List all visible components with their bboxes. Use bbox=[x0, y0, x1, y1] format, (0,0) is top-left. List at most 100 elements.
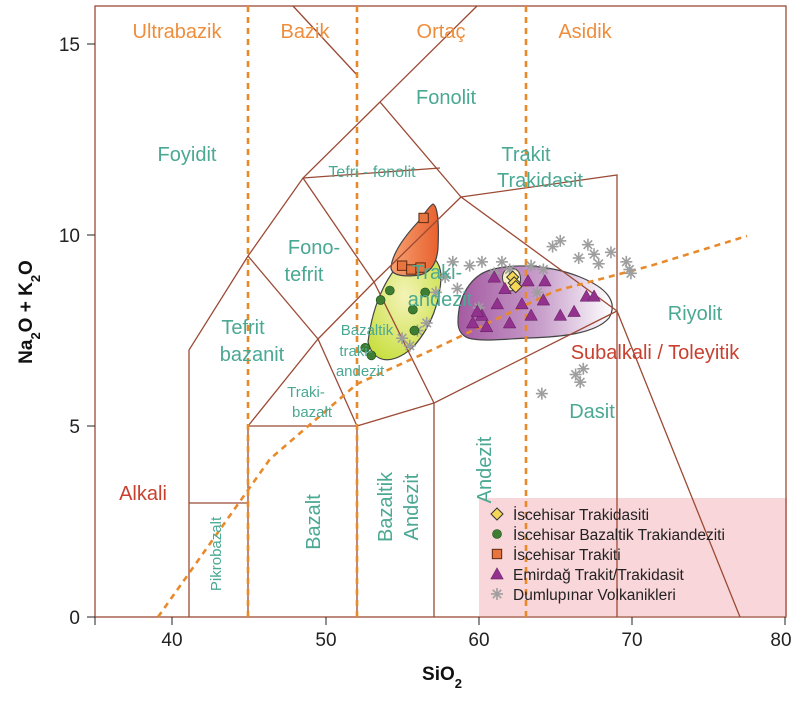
data-point bbox=[375, 295, 386, 305]
legend-item: Dumlupınar Volkanikleri bbox=[491, 587, 676, 604]
field-label: bazalt bbox=[292, 404, 333, 421]
x-tick-label: 70 bbox=[621, 630, 642, 651]
y-tick-label: 5 bbox=[69, 417, 80, 438]
data-point bbox=[463, 259, 476, 272]
data-point bbox=[420, 316, 433, 329]
legend-label: İscehisar Trakidasiti bbox=[513, 506, 649, 524]
field-label: bazanit bbox=[220, 344, 285, 366]
field-label: Dasit bbox=[569, 401, 615, 423]
field-label: Bazaltik bbox=[341, 322, 394, 339]
rock-class-labels: Ultrabazik Bazik Ortaç Asidik bbox=[133, 21, 613, 43]
data-point bbox=[415, 262, 426, 273]
data-point bbox=[490, 297, 505, 310]
field-labels: Foyidit Fonolit Tefri - fonolit Trakit T… bbox=[158, 87, 723, 591]
field-label: Traki- bbox=[287, 384, 325, 401]
legend-marker bbox=[490, 507, 504, 521]
field-label: Pikrobazalt bbox=[208, 516, 225, 591]
field-label: Andezit bbox=[401, 473, 423, 540]
data-point bbox=[509, 279, 523, 294]
rock-class-dividers bbox=[156, 6, 748, 618]
field-label: Foyidit bbox=[158, 144, 217, 166]
data-points bbox=[360, 212, 637, 400]
legend-label: İscehisar Trakiti bbox=[513, 546, 621, 564]
y-tick-label: 15 bbox=[59, 35, 80, 56]
legend-item: İscehisar Trakiti bbox=[491, 546, 621, 564]
class-label-asidik: Asidik bbox=[558, 21, 612, 43]
emirdag-envelope bbox=[457, 265, 613, 341]
x-tick-label: 40 bbox=[161, 630, 182, 651]
data-point bbox=[587, 289, 601, 302]
data-point bbox=[577, 362, 590, 375]
data-point bbox=[408, 304, 418, 315]
data-point bbox=[521, 274, 535, 287]
x-tick-label: 80 bbox=[770, 630, 791, 651]
legend-label: Emirdağ Trakit/Trakidasit bbox=[513, 567, 685, 584]
legend-item: Emirdağ Trakit/Trakidasit bbox=[490, 567, 685, 584]
axes: 40 50 60 70 80 0 5 10 15 SiO2 Na2O + K2O bbox=[16, 35, 792, 691]
data-point bbox=[536, 293, 551, 306]
data-point bbox=[535, 387, 548, 400]
legend-item: İscehisar Bazaltik Trakiandeziti bbox=[492, 526, 725, 544]
data-point bbox=[439, 271, 452, 284]
data-point bbox=[418, 212, 429, 224]
data-point bbox=[592, 257, 605, 270]
field-label: Andezit bbox=[474, 436, 496, 503]
data-point bbox=[360, 342, 371, 353]
field-label: Traki- bbox=[412, 262, 462, 284]
data-point bbox=[498, 281, 512, 294]
data-point bbox=[546, 240, 559, 253]
data-point bbox=[515, 297, 529, 310]
data-point bbox=[403, 339, 416, 352]
y-axis-title: Na2O + K2O bbox=[16, 260, 43, 364]
data-point bbox=[624, 267, 637, 280]
alkali-label: Alkali bbox=[119, 483, 167, 505]
data-point bbox=[396, 332, 409, 345]
data-point bbox=[479, 319, 494, 333]
legend-label: Dumlupınar Volkanikleri bbox=[513, 587, 676, 604]
legend-item: İscehisar Trakidasiti bbox=[490, 506, 649, 524]
data-point bbox=[554, 234, 567, 247]
legend-label: İscehisar Bazaltik Trakiandeziti bbox=[513, 526, 725, 544]
field-label: Riyolit bbox=[668, 303, 723, 325]
field-label: Bazaltik bbox=[375, 471, 397, 542]
data-point bbox=[531, 286, 544, 299]
field-label: Trakidasit bbox=[497, 170, 583, 192]
data-point bbox=[574, 376, 587, 389]
data-point bbox=[502, 316, 517, 329]
data-point bbox=[385, 285, 395, 296]
class-label-bazik: Bazik bbox=[281, 21, 331, 43]
data-point bbox=[495, 255, 508, 268]
data-point bbox=[581, 238, 594, 251]
data-point bbox=[429, 286, 442, 299]
legend-marker bbox=[491, 548, 503, 560]
legend-marker bbox=[490, 567, 504, 580]
field-label: Fono- bbox=[288, 237, 340, 259]
legend: İscehisar Trakidasiti İscehisar Bazaltik … bbox=[490, 506, 725, 604]
data-point bbox=[475, 255, 488, 268]
field-label: Trakit bbox=[501, 144, 551, 166]
field-label: Bazalt bbox=[303, 494, 325, 550]
data-point bbox=[366, 350, 377, 361]
data-point bbox=[396, 260, 408, 271]
legend-marker bbox=[492, 529, 502, 539]
field-label: Fonolit bbox=[416, 87, 476, 109]
data-point bbox=[525, 259, 538, 272]
data-point bbox=[553, 308, 567, 321]
x-tick-label: 60 bbox=[468, 630, 489, 651]
subalkali-label: Subalkali / Toleyitik bbox=[571, 342, 741, 364]
data-point bbox=[537, 263, 550, 276]
data-point bbox=[620, 255, 633, 268]
x-tick-label: 50 bbox=[315, 630, 336, 651]
legend-background bbox=[479, 498, 787, 616]
field-label: andezit bbox=[408, 289, 473, 311]
data-point bbox=[451, 282, 464, 295]
field-label: Tefrit bbox=[221, 317, 265, 339]
field-label: Tefri - fonolit bbox=[328, 164, 416, 181]
x-axis-title: SiO2 bbox=[422, 664, 462, 691]
field-label: andezit bbox=[336, 363, 385, 380]
data-point bbox=[588, 248, 601, 261]
data-point bbox=[538, 274, 552, 287]
class-label-ultrabazik: Ultrabazik bbox=[133, 21, 223, 43]
data-point bbox=[409, 325, 420, 336]
